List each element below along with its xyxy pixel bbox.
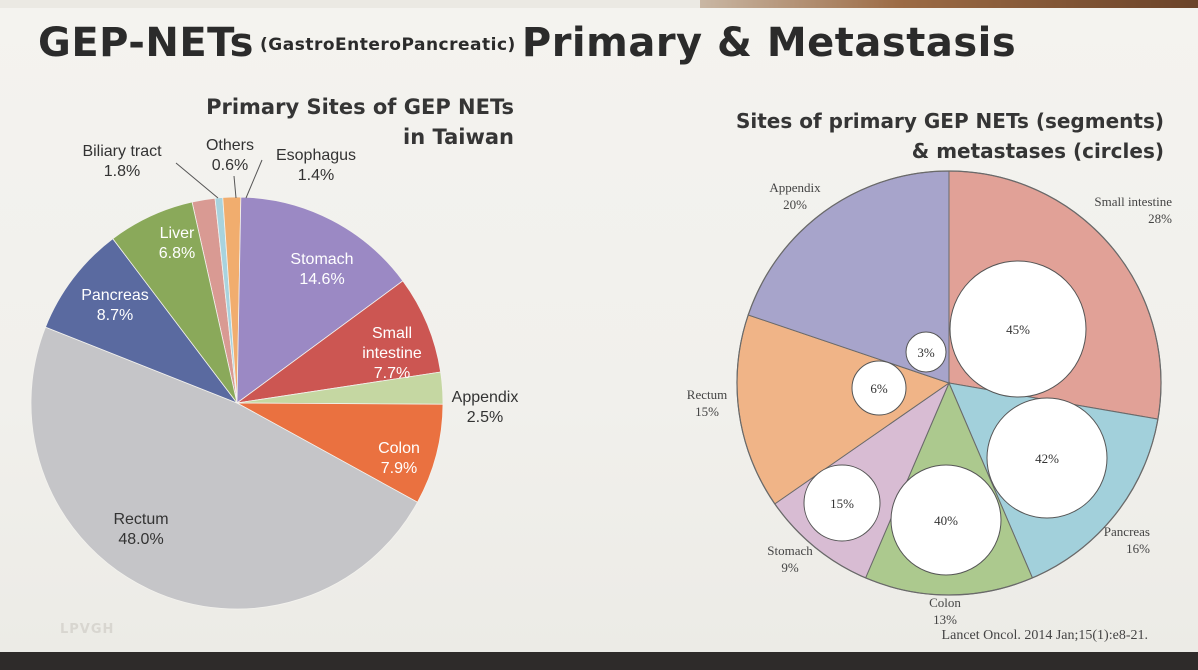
left-pie-label-pancreas: Pancreas 8.7% [81, 287, 149, 324]
screen-bottom-edge [0, 652, 1198, 670]
left-pie-label-biliary-tract: Biliary tract 1.8% [82, 143, 162, 180]
left-pie-label-stomach: Stomach 14.6% [290, 251, 353, 288]
right-pie-metastasis-label-small-intestine: 45% [1006, 322, 1030, 337]
slide-top-accent-bar [700, 0, 1198, 10]
left-pie-slice-stomach [236, 196, 404, 404]
right-pie-metastasis-circle-small-intestine [949, 260, 1087, 398]
right-pie-label-rectum: Rectum 15% [687, 387, 727, 419]
right-pie-label-stomach: Stomach 9% [767, 543, 813, 575]
right-chart-title-line2: & metastases (circles) [911, 139, 1164, 163]
right-pie-label-appendix: Appendix 20% [769, 180, 821, 212]
left-chart-title: Primary Sites of GEP NETs in Taiwan [206, 92, 514, 152]
right-pie-label-small-intestine: Small intestine 28% [1094, 194, 1172, 226]
right-pie-metastasis-circle-appendix [905, 331, 947, 373]
right-pie-label-pancreas: Pancreas 16% [1104, 524, 1150, 556]
left-pie-label-liver: Liver 6.8% [159, 225, 195, 262]
left-pie-slice-pancreas [44, 238, 239, 404]
left-pie-leader-others [233, 175, 237, 199]
slide-title: GEP-NETs (GastroEnteroPancreatic) Primar… [38, 20, 1016, 66]
right-pie-metastasis-circle-stomach [803, 464, 881, 542]
left-pie-slice-rectum [30, 326, 419, 610]
left-pie-slice-liver [112, 201, 238, 404]
left-chart-title-line1: Primary Sites of GEP NETs [206, 95, 514, 119]
left-pie-label-others: Others 0.6% [206, 137, 254, 174]
slide-title-rest: Primary & Metastasis [521, 20, 1017, 66]
left-pie-leader-biliary-tract [175, 162, 219, 199]
left-pie-label-rectum: Rectum 48.0% [113, 511, 168, 548]
right-pie-metastasis-label-stomach: 15% [830, 496, 854, 511]
left-pie-chart: Biliary tract 1.8% Others 0.6% Esophagus 1.4%… [30, 137, 519, 610]
left-pie-slice-small-intestine [236, 280, 442, 404]
left-pie-label-esophagus: Esophagus 1.4% [276, 147, 356, 184]
citation: Lancet Oncol. 2014 Jan;15(1):e8-21. [941, 628, 1148, 643]
right-pie-outline [736, 170, 1162, 596]
slide-title-main: GEP-NETs [38, 20, 254, 66]
right-pie-metastasis-label-appendix: 3% [917, 345, 935, 360]
left-pie-leader-esophagus [245, 159, 263, 199]
left-pie-label-small-intestine: Small intestine 7.7% [362, 325, 422, 382]
right-pie-metastasis-circle-rectum [851, 360, 907, 416]
left-pie-label-appendix: Appendix 2.5% [452, 389, 519, 426]
right-chart-title: Sites of primary GEP NETs (segments) & m… [736, 106, 1164, 166]
right-chart-title-line1: Sites of primary GEP NETs (segments) [735, 109, 1164, 133]
right-pie-metastasis-label-pancreas: 42% [1035, 451, 1059, 466]
right-pie-metastasis-circle-pancreas [986, 397, 1108, 519]
left-pie-label-colon: Colon 7.9% [378, 440, 420, 477]
right-pie-chart: 45% 42% 40% 15% 6% 3% Small intestine 28% Pancre… [687, 170, 1172, 627]
right-pie-metastasis-circle-colon [890, 464, 1002, 576]
slide-title-sub: (GastroEnteroPancreatic) [260, 35, 516, 55]
right-pie-label-colon: Colon 13% [929, 595, 961, 627]
right-pie-metastasis-label-rectum: 6% [870, 381, 888, 396]
left-chart-title-line2: in Taiwan [403, 125, 514, 149]
right-pie-metastasis-label-colon: 40% [934, 513, 958, 528]
hospital-logo: LPVGH [60, 622, 115, 637]
left-pie-slice-colon [236, 402, 444, 503]
